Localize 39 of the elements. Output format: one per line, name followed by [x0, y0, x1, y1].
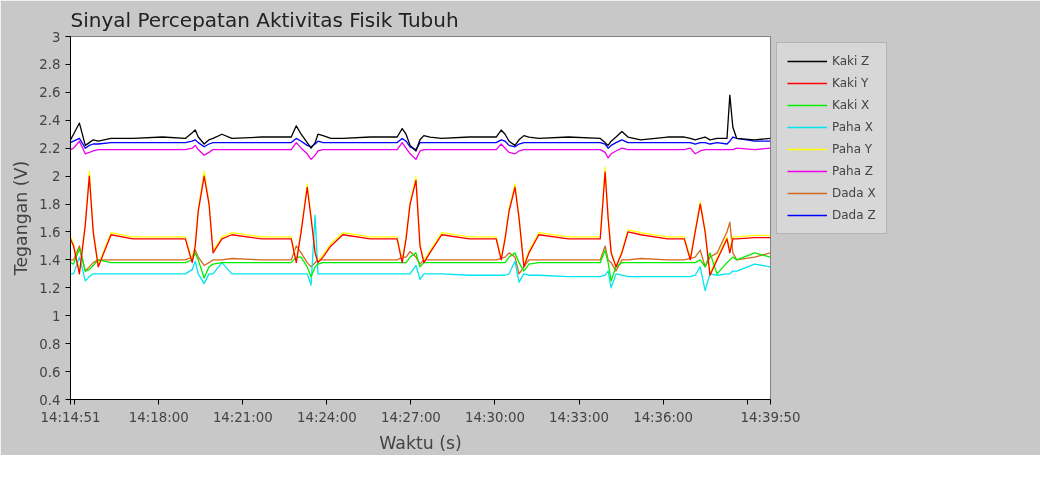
legend-label: Paha Y — [832, 142, 873, 156]
x-tick-label: 14:30:00 — [465, 409, 525, 425]
x-tick-label: 14:14:51 — [40, 409, 101, 425]
line-series — [70, 221, 771, 275]
y-tick-label: 2.8 — [39, 57, 61, 73]
y-tick-label: 1.6 — [39, 224, 61, 240]
line-series — [70, 140, 771, 161]
y-tick-label: 0.6 — [39, 364, 61, 380]
line-series — [70, 248, 771, 282]
x-tick-label: 14:24:00 — [296, 409, 357, 425]
legend-label: Paha Z — [832, 164, 874, 178]
y-tick-label: 0.4 — [39, 392, 61, 408]
y-tick-label: 1.4 — [39, 252, 61, 268]
y-tick-label: 2.6 — [39, 85, 61, 101]
y-tick-label: 2.2 — [39, 141, 61, 157]
legend-label: Dada X — [832, 186, 876, 200]
chart-title: Sinyal Percepatan Aktivitas Fisik Tubuh — [70, 7, 459, 32]
legend-label: Dada Z — [832, 208, 876, 222]
x-tick-label: 14:18:00 — [128, 409, 189, 425]
legend-label: Paha X — [832, 120, 874, 134]
y-tick-label: 1 — [52, 308, 61, 324]
x-tick-label: 14:27:00 — [381, 409, 441, 425]
y-axis-title: Tegangan (V) — [11, 160, 32, 277]
y-tick-label: 1.8 — [39, 197, 61, 213]
line-series — [70, 214, 771, 292]
legend-label: Kaki Y — [832, 76, 869, 90]
y-tick-label: 2 — [52, 169, 61, 185]
y-tick-label: 0.8 — [39, 336, 61, 352]
y-tick-label: 1.2 — [39, 280, 61, 296]
x-tick-label: 14:39:50 — [740, 409, 801, 425]
line-series — [70, 136, 771, 151]
x-tick-label: 14:21:00 — [212, 409, 273, 425]
x-tick-label: 14:33:00 — [549, 409, 609, 425]
y-tick-label: 3 — [52, 29, 61, 45]
x-tick-label: 14:36:00 — [633, 409, 694, 425]
legend-label: Kaki Z — [832, 54, 870, 68]
legend-label: Kaki X — [832, 98, 870, 112]
x-axis-title: Waktu (s) — [379, 432, 462, 453]
y-tick-label: 2.4 — [39, 113, 61, 129]
